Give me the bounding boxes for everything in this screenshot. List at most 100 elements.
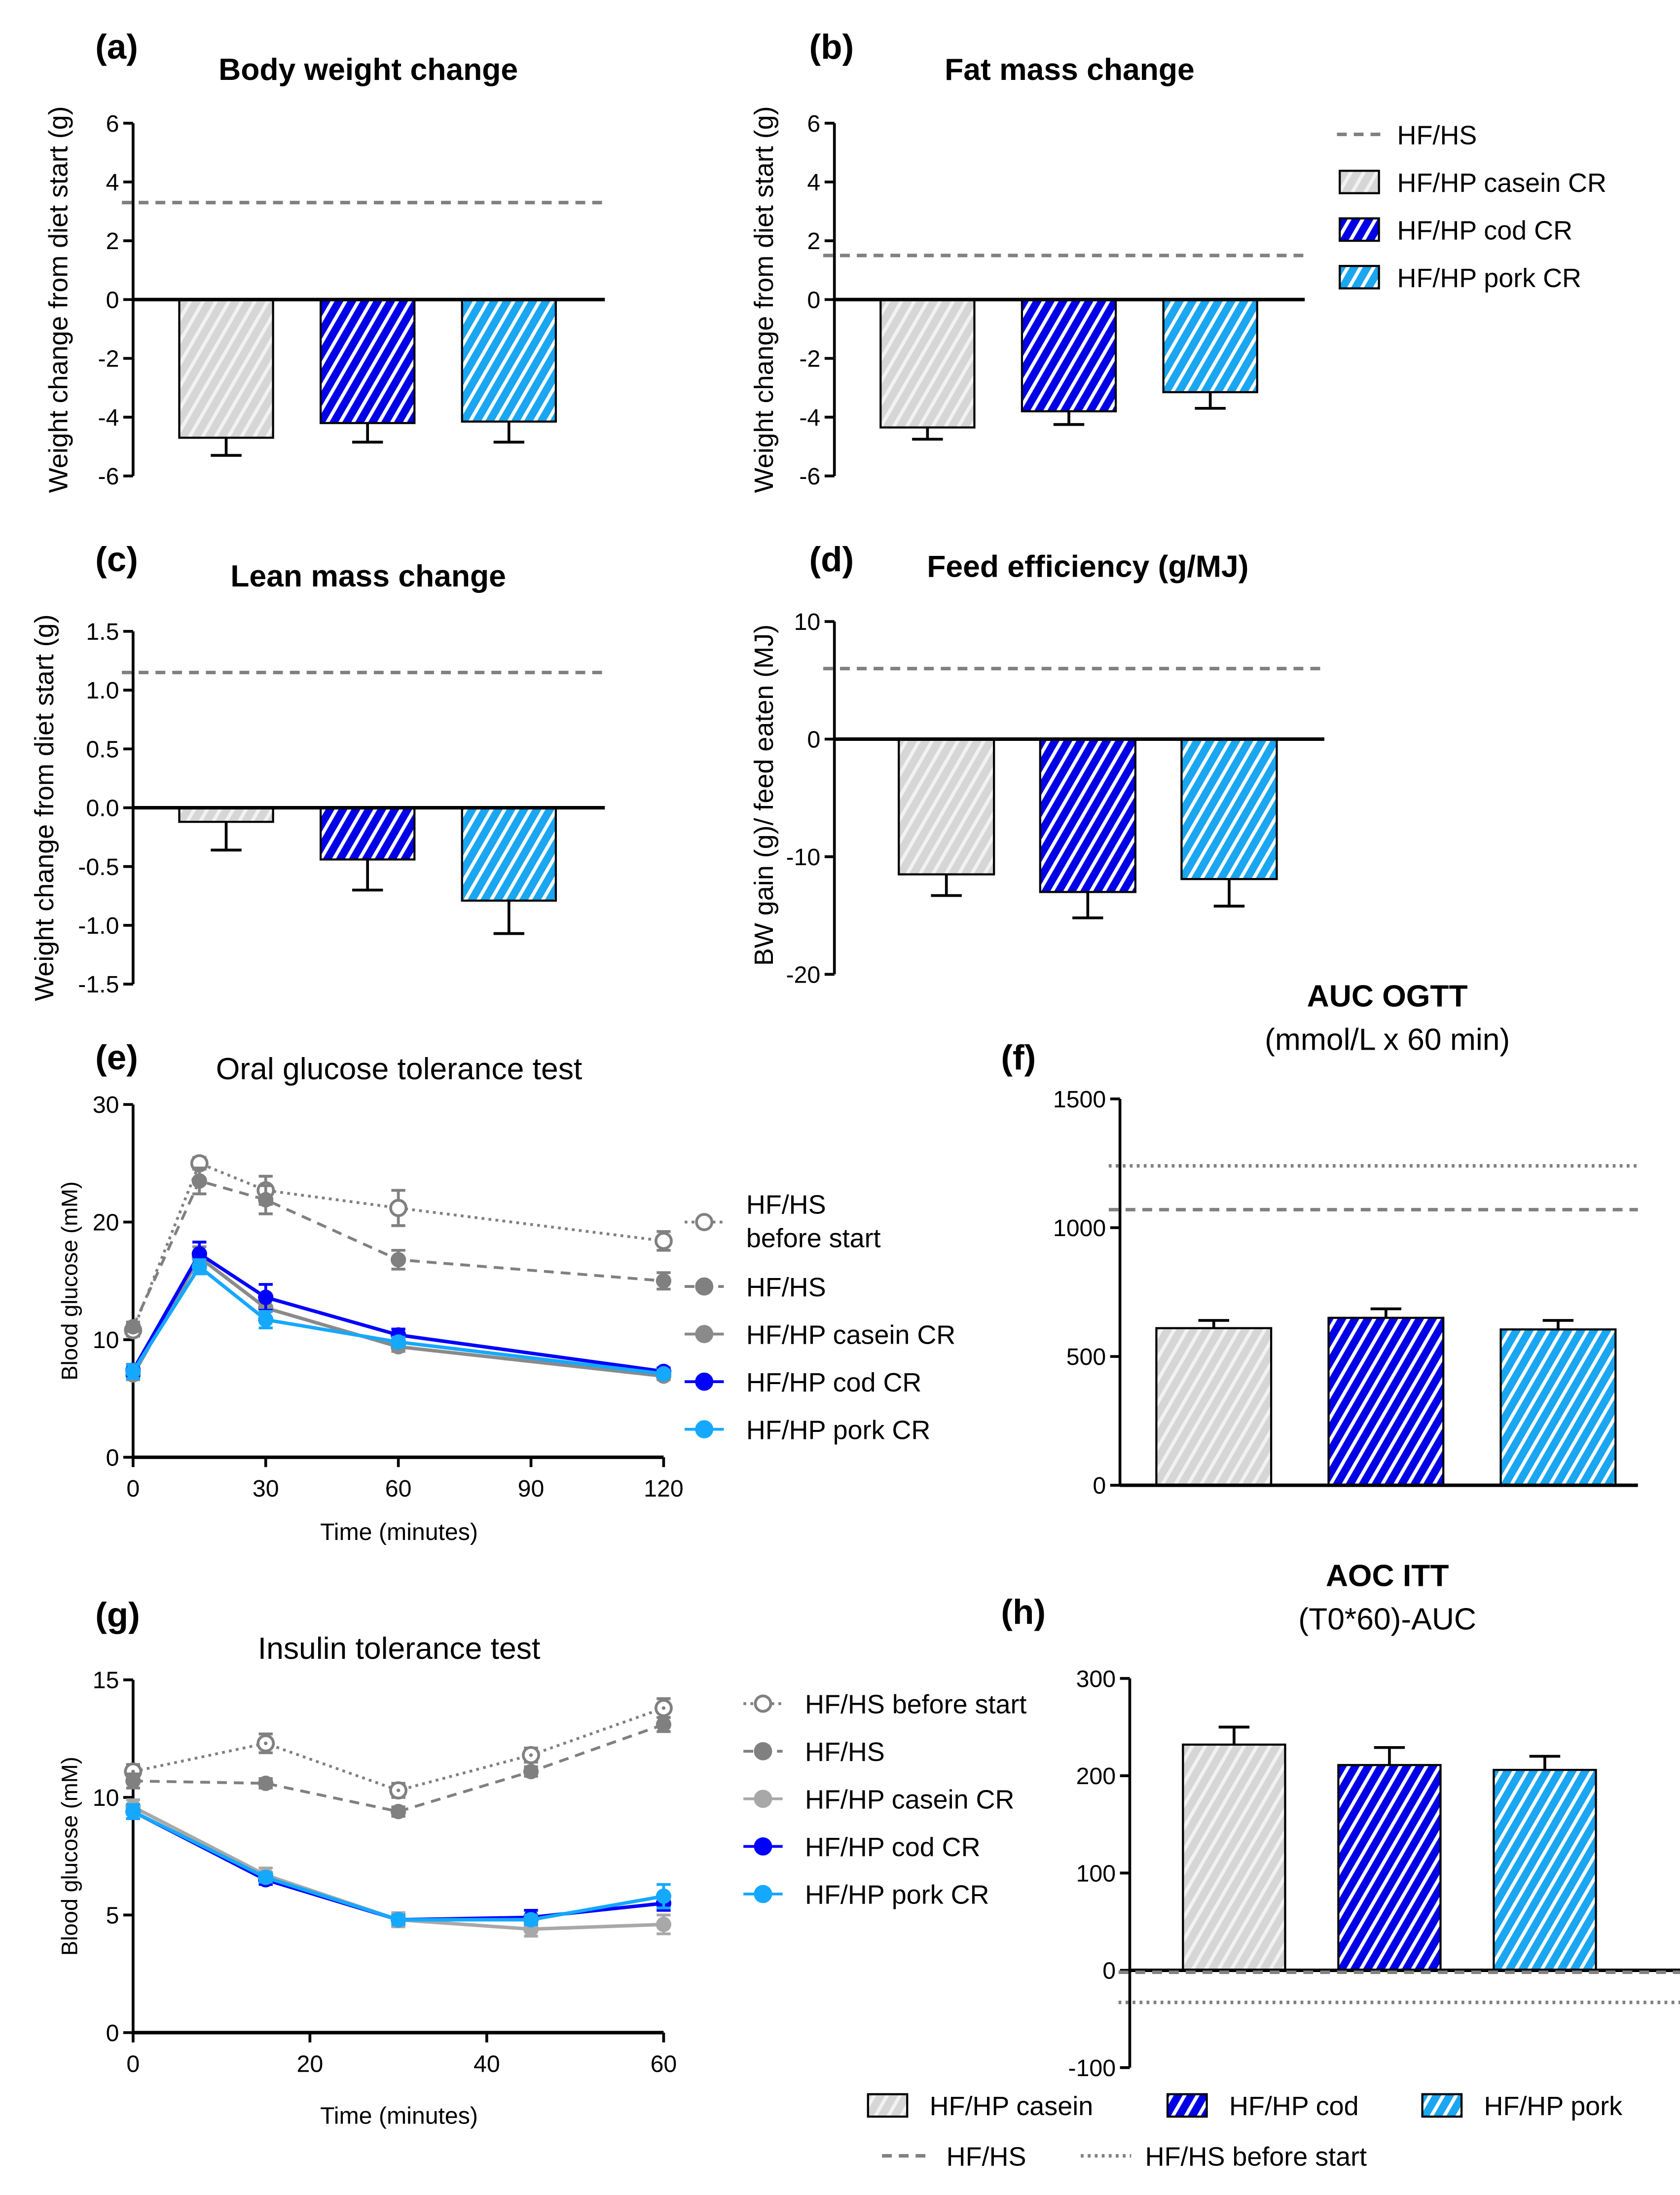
data-point [258, 1775, 274, 1792]
x-tick-label: 30 [253, 1475, 279, 1502]
legend-marker [754, 1742, 772, 1760]
data-point [258, 1289, 274, 1305]
y-tick-label: 1.0 [86, 677, 119, 704]
legend-label: HF/HP cod CR [1397, 216, 1572, 245]
y-tick-label: 15 [93, 1667, 119, 1694]
x-axis-label: Time (minutes) [320, 2102, 478, 2129]
legend-label: HF/HP pork CR [805, 1880, 989, 1910]
data-point-dot [396, 1789, 401, 1793]
legend-item: HF/HP cod CR [743, 1832, 981, 1862]
legend-item: HF/HP casein CR [743, 1785, 1014, 1815]
x-tick-label: 40 [474, 2050, 500, 2077]
series-hf-hs-before-start [124, 1697, 673, 1800]
y-tick-label: 1500 [1053, 1086, 1106, 1113]
chart-subtitle: (T0*60)-AUC [1298, 1602, 1476, 1636]
legend-label: HF/HS before start [805, 1690, 1026, 1719]
legend-top: HF/HS HF/HP casein CR HF/HP cod CR HF/HP po… [1337, 120, 1607, 293]
legend-swatch [1339, 265, 1380, 290]
panel-label: (g) [95, 1596, 140, 1635]
y-tick-label: 5 [106, 1902, 119, 1929]
data-point [656, 1916, 672, 1933]
y-tick-label: 300 [1076, 1666, 1116, 1692]
data-point [656, 1273, 672, 1289]
y-tick-label: 0.5 [86, 736, 119, 763]
bar-hf-hp-cod-cr [1021, 298, 1117, 412]
legend-item: HF/HS [684, 1273, 826, 1302]
legend-label: HF/HP casein CR [1397, 168, 1607, 198]
legend-item: HF/HS before start [743, 1690, 1026, 1719]
data-point [191, 1259, 207, 1275]
chart-subtitle: (mmol/L x 60 min) [1265, 1023, 1510, 1057]
y-tick-label: 6 [807, 110, 820, 137]
bar-hf-hp-cod [1337, 1764, 1442, 1972]
panel-c: (c) Lean mass change Weight change from di… [30, 540, 605, 1001]
panel-e: (e) Oral glucose tolerance test Blood gluc… [57, 1038, 955, 1545]
panel-a: (a) Body weight change Weight change from … [43, 28, 605, 493]
y-tick-label: 2 [807, 228, 820, 255]
y-tick-label: 30 [93, 1092, 119, 1118]
legend-label: HF/HS [746, 1273, 826, 1302]
x-tick-label: 60 [651, 2050, 677, 2077]
y-tick-label: -1.5 [78, 971, 119, 998]
panel-label: (h) [1001, 1593, 1046, 1632]
data-point [390, 1912, 406, 1928]
y-tick-label: 1000 [1053, 1215, 1106, 1242]
y-axis-label: Blood glucose (mM) [57, 1181, 82, 1381]
chart-title: AUC OGTT [1307, 979, 1468, 1014]
bar-hf-hp-cod-cr [1039, 738, 1136, 893]
legend-label: HF/HS [1397, 120, 1477, 150]
y-tick-label: 4 [807, 169, 820, 196]
bar-hf-hp-casein [1155, 1327, 1273, 1487]
series-hf-hp-pork-cr [125, 1258, 672, 1382]
bar-hf-hp-pork [1499, 1328, 1617, 1487]
y-tick-label: -4 [799, 404, 820, 431]
legend-swatch [1421, 2093, 1463, 2118]
y-tick-label: 10 [794, 609, 821, 635]
series-line [131, 1264, 664, 1376]
y-tick-label: 100 [1076, 1860, 1116, 1887]
x-tick-label: 20 [297, 2050, 324, 2077]
data-point-dot [264, 1741, 268, 1746]
bar-hf-hp-pork-cr [1162, 298, 1258, 394]
panel-b: (b) Fat mass change Weight change from die… [749, 28, 1305, 493]
legend-marker [695, 1420, 714, 1439]
panel-h: (h) AOC ITT (T0*60)-AUC 300 200 100 0 -100 [1001, 1558, 1680, 2082]
legend-label: HF/HS [947, 2142, 1026, 2171]
data-point-dot [131, 1769, 135, 1774]
y-tick-label: 4 [106, 169, 119, 196]
y-axis-label: Weight change from diet start (g) [43, 106, 73, 493]
legend-swatch [867, 2093, 909, 2118]
bar-hf-hp-cod-cr [319, 806, 416, 861]
data-point [656, 1366, 672, 1382]
legend-bottom: HF/HP casein HF/HP cod HF/HP pork HF/HS HF/H… [867, 2091, 1623, 2171]
series-line [133, 1723, 664, 1813]
legend-swatch [1339, 170, 1380, 194]
series-line [132, 1810, 664, 1922]
legend-label: HF/HS [805, 1737, 885, 1767]
panel-label: (d) [809, 540, 854, 579]
y-tick-label: 10 [93, 1785, 119, 1811]
x-tick-label: 0 [126, 1475, 140, 1502]
legend-label: HF/HP pork CR [746, 1415, 930, 1445]
x-tick-label: 0 [126, 2050, 140, 2077]
data-point [125, 1804, 141, 1820]
data-point-dot [529, 1753, 533, 1757]
legend-label: HF/HP casein CR [805, 1785, 1014, 1815]
y-axis-label: Blood glucose (mM) [57, 1756, 82, 1956]
legend-marker [754, 1790, 772, 1808]
x-axis-label: Time (minutes) [320, 1519, 478, 1545]
legend-swatch [1339, 217, 1380, 242]
series-line [132, 1810, 664, 1922]
panel-label: (f) [1001, 1038, 1036, 1077]
data-point [191, 1246, 207, 1262]
legend-label: HF/HS before start [1145, 2142, 1367, 2171]
data-point [389, 1199, 408, 1217]
y-tick-label: -6 [799, 463, 820, 490]
x-tick-label: 60 [385, 1475, 412, 1502]
y-tick-label: -2 [98, 346, 119, 372]
data-point [125, 1319, 141, 1335]
bar-hf-hp-cod [1327, 1317, 1445, 1487]
data-point [390, 1804, 406, 1820]
y-tick-label: 20 [93, 1209, 119, 1236]
data-point [191, 1173, 207, 1189]
